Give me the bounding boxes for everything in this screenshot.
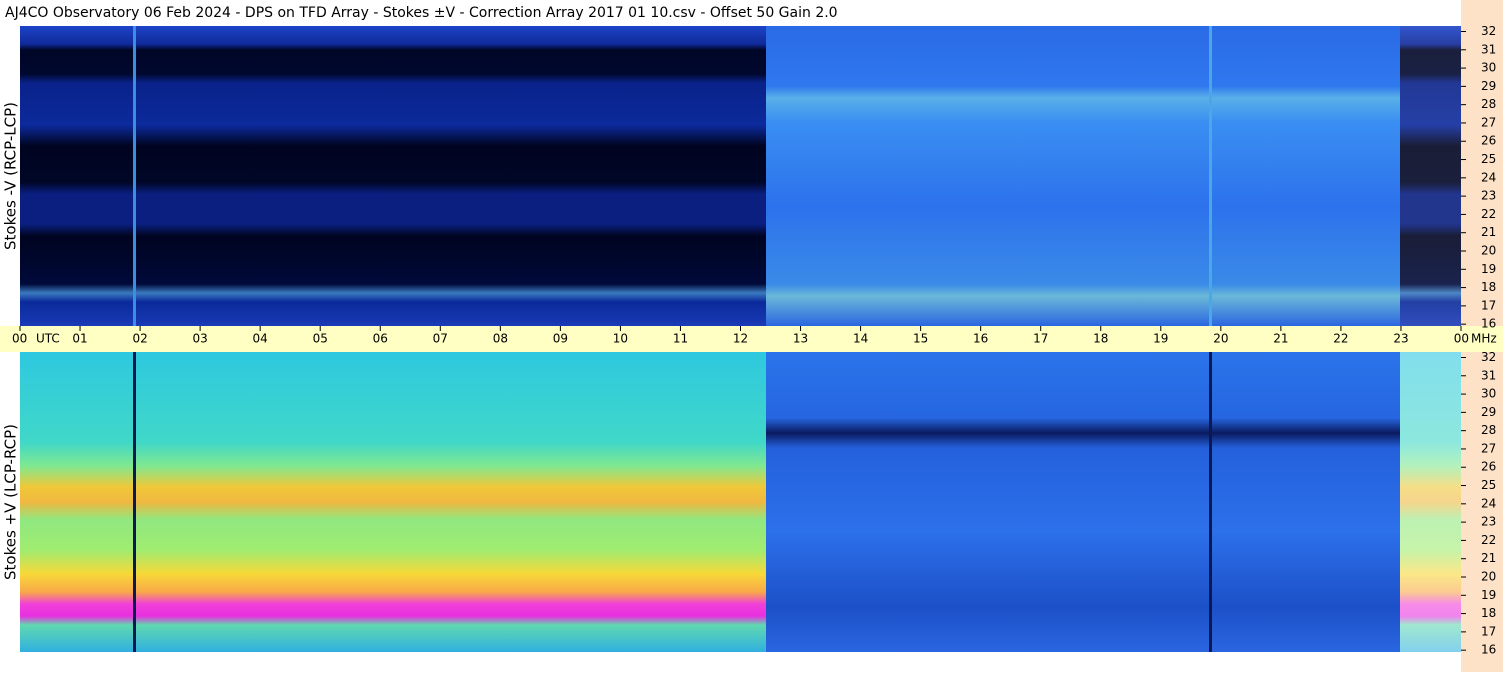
spectrogram-region: [20, 352, 766, 652]
y-tick-label: 29: [1481, 79, 1496, 93]
x-tick-label: 07: [433, 332, 448, 346]
y-tick-label: 20: [1481, 570, 1496, 584]
y-tick-label: 31: [1481, 42, 1496, 56]
y-tick-label: 30: [1481, 387, 1496, 401]
y-tick-label: 22: [1481, 207, 1496, 221]
y-tick-label: 32: [1481, 24, 1496, 38]
x-tick-label: 04: [253, 332, 268, 346]
y-tick-label: 18: [1481, 280, 1496, 294]
x-axis-strip: [0, 326, 1503, 352]
y-tick-label: 16: [1481, 317, 1496, 331]
x-tick-label: 11: [673, 332, 688, 346]
x-tick-label: 09: [553, 332, 568, 346]
x-tick-label: 17: [1033, 332, 1048, 346]
y-tick-label: 28: [1481, 423, 1496, 437]
y-unit: MHz: [1471, 332, 1497, 346]
y-tick-label: 20: [1481, 244, 1496, 258]
spectrogram-region: [1400, 352, 1461, 652]
y-tick-label: 28: [1481, 97, 1496, 111]
y-tick-label: 31: [1481, 368, 1496, 382]
y-tick-label: 24: [1481, 496, 1496, 510]
y-tick-label: 32: [1481, 350, 1496, 364]
y-tick-label: 17: [1481, 624, 1496, 638]
y-tick-label: 24: [1481, 170, 1496, 184]
y-tick-label: 25: [1481, 478, 1496, 492]
y-tick-label: 21: [1481, 225, 1496, 239]
x-tick-label: 08: [493, 332, 508, 346]
y-tick-label: 25: [1481, 152, 1496, 166]
y-tick-label: 18: [1481, 606, 1496, 620]
y-tick-label: 27: [1481, 441, 1496, 455]
y-axis-label: Stokes +V (LCP-RCP): [2, 424, 20, 580]
y-tick-label: 19: [1481, 588, 1496, 602]
spectrogram-region: [1400, 26, 1461, 326]
x-tick-label: 19: [1153, 332, 1168, 346]
x-tick-label: 23: [1393, 332, 1408, 346]
x-tick-label: 22: [1333, 332, 1348, 346]
y-tick-label: 26: [1481, 134, 1496, 148]
x-tick-label: 02: [132, 332, 147, 346]
x-tick-label: 13: [793, 332, 808, 346]
x-tick-label: 01: [72, 332, 87, 346]
spectrogram-line: [1209, 26, 1212, 326]
y-tick-label: 16: [1481, 643, 1496, 657]
x-tick-label: 00: [12, 332, 27, 346]
y-tick-label: 21: [1481, 551, 1496, 565]
x-unit: UTC: [36, 332, 60, 346]
x-tick-label: 20: [1213, 332, 1228, 346]
x-tick-label: 12: [733, 332, 748, 346]
x-tick-label: 18: [1093, 332, 1108, 346]
spectrogram-line: [133, 26, 136, 326]
y-tick-label: 23: [1481, 515, 1496, 529]
spectrogram-region: [20, 26, 766, 326]
spectrogram-line: [133, 352, 136, 652]
spectrogram-line: [1209, 352, 1212, 652]
x-tick-label: 16: [973, 332, 988, 346]
y-tick-label: 30: [1481, 61, 1496, 75]
x-tick-label: 21: [1273, 332, 1288, 346]
y-tick-label: 22: [1481, 533, 1496, 547]
x-tick-label: 03: [192, 332, 207, 346]
y-tick-label: 19: [1481, 262, 1496, 276]
x-tick-label: 10: [613, 332, 628, 346]
spectrogram-region: [766, 352, 1400, 652]
x-tick-label: 15: [913, 332, 928, 346]
spectrogram-region: [766, 26, 1400, 326]
y-tick-label: 26: [1481, 460, 1496, 474]
x-tick-label: 05: [313, 332, 328, 346]
y-tick-label: 23: [1481, 189, 1496, 203]
y-axis-label: Stokes -V (RCP-LCP): [2, 102, 20, 250]
y-tick-label: 29: [1481, 405, 1496, 419]
x-tick-label: 06: [373, 332, 388, 346]
x-tick-label: 14: [853, 332, 868, 346]
x-tick-label: 00: [1454, 332, 1469, 346]
y-tick-label: 27: [1481, 115, 1496, 129]
y-tick-label: 17: [1481, 298, 1496, 312]
chart-title: AJ4CO Observatory 06 Feb 2024 - DPS on T…: [5, 5, 838, 21]
